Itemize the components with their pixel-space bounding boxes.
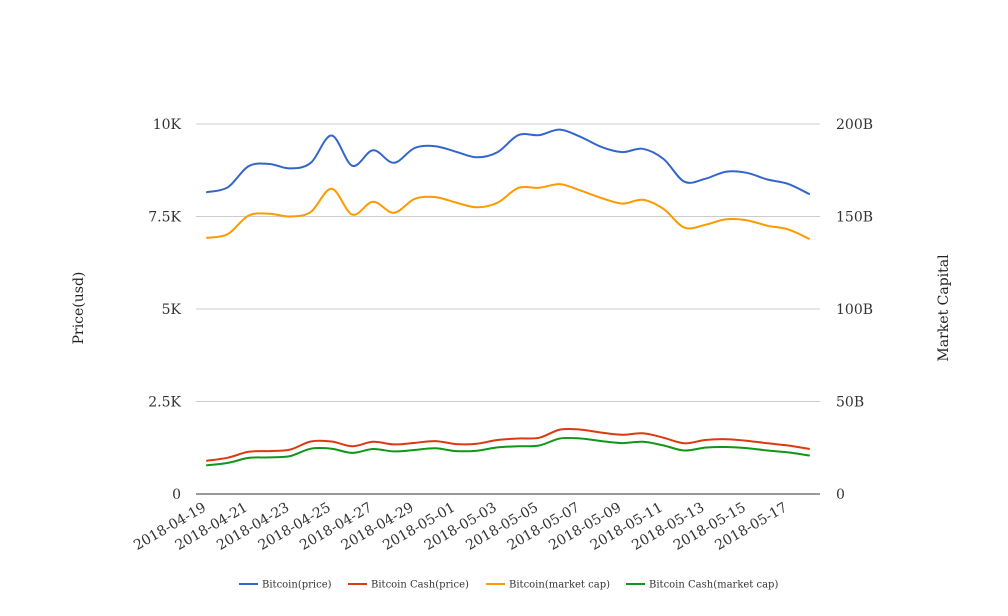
- x-axis: 2018-04-192018-04-212018-04-232018-04-25…: [131, 500, 790, 554]
- y2-tick-label: 100B: [836, 302, 873, 318]
- y2-tick-label: 150B: [836, 210, 873, 226]
- legend-label: Bitcoin Cash(price): [371, 580, 469, 591]
- y-axis-left: 0 2.5K 5K 7.5K 10K: [148, 117, 181, 503]
- legend-label: Bitcoin Cash(market cap): [649, 580, 778, 591]
- y-tick-label: 2.5K: [148, 395, 181, 411]
- y-axis-left-title: Price(usd): [71, 272, 87, 345]
- legend: Bitcoin(price) Bitcoin Cash(price) Bitcoin…: [239, 580, 778, 591]
- legend-label: Bitcoin(market cap): [509, 580, 610, 591]
- legend-label: Bitcoin(price): [262, 580, 332, 591]
- y-tick-label: 5K: [162, 302, 182, 318]
- series-line-bitcoin-cash-price: [206, 427, 810, 462]
- series-line-bitcoin-market-cap: [206, 183, 810, 240]
- y-tick-label: 0: [172, 487, 181, 503]
- y-axis-right-title: Market Capital: [936, 254, 952, 362]
- y2-tick-label: 0: [836, 487, 845, 503]
- y-axis-right: 0 50B 100B 150B 200B: [836, 117, 873, 503]
- series-line-bitcoin-cash-market-cap: [206, 436, 810, 467]
- series-line-bitcoin-price: [206, 128, 810, 195]
- y2-tick-label: 200B: [836, 117, 873, 133]
- y2-tick-label: 50B: [836, 395, 864, 411]
- y-tick-label: 7.5K: [148, 210, 181, 226]
- y-tick-label: 10K: [153, 117, 182, 133]
- plot-area: [206, 128, 810, 467]
